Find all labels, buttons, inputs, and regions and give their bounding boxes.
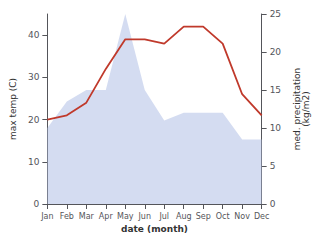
svg-text:20: 20 xyxy=(28,115,40,125)
svg-text:0: 0 xyxy=(34,199,40,209)
svg-text:May: May xyxy=(117,212,134,221)
svg-text:Jul: Jul xyxy=(158,212,169,221)
svg-text:Jun: Jun xyxy=(138,212,152,221)
svg-text:Sep: Sep xyxy=(196,212,211,221)
svg-text:Dec: Dec xyxy=(254,212,269,221)
svg-text:20: 20 xyxy=(270,47,282,57)
svg-text:10: 10 xyxy=(28,157,40,167)
svg-text:Apr: Apr xyxy=(99,212,114,221)
svg-text:med. precipitation: med. precipitation xyxy=(291,67,302,151)
svg-text:(kg/m2): (kg/m2) xyxy=(301,91,311,126)
svg-text:max temp (C): max temp (C) xyxy=(8,78,18,140)
svg-text:25: 25 xyxy=(270,9,281,19)
svg-text:Mar: Mar xyxy=(79,212,95,221)
svg-text:Jan: Jan xyxy=(40,212,53,221)
svg-text:5: 5 xyxy=(270,161,276,171)
svg-text:0: 0 xyxy=(270,199,276,209)
svg-text:15: 15 xyxy=(270,85,281,95)
svg-text:Oct: Oct xyxy=(216,212,230,221)
svg-text:Feb: Feb xyxy=(60,212,74,221)
svg-text:40: 40 xyxy=(28,30,40,40)
svg-text:10: 10 xyxy=(270,123,282,133)
svg-text:Aug: Aug xyxy=(176,212,192,221)
svg-text:date (month): date (month) xyxy=(121,224,188,234)
svg-text:30: 30 xyxy=(28,72,40,82)
svg-text:Nov: Nov xyxy=(234,212,250,221)
